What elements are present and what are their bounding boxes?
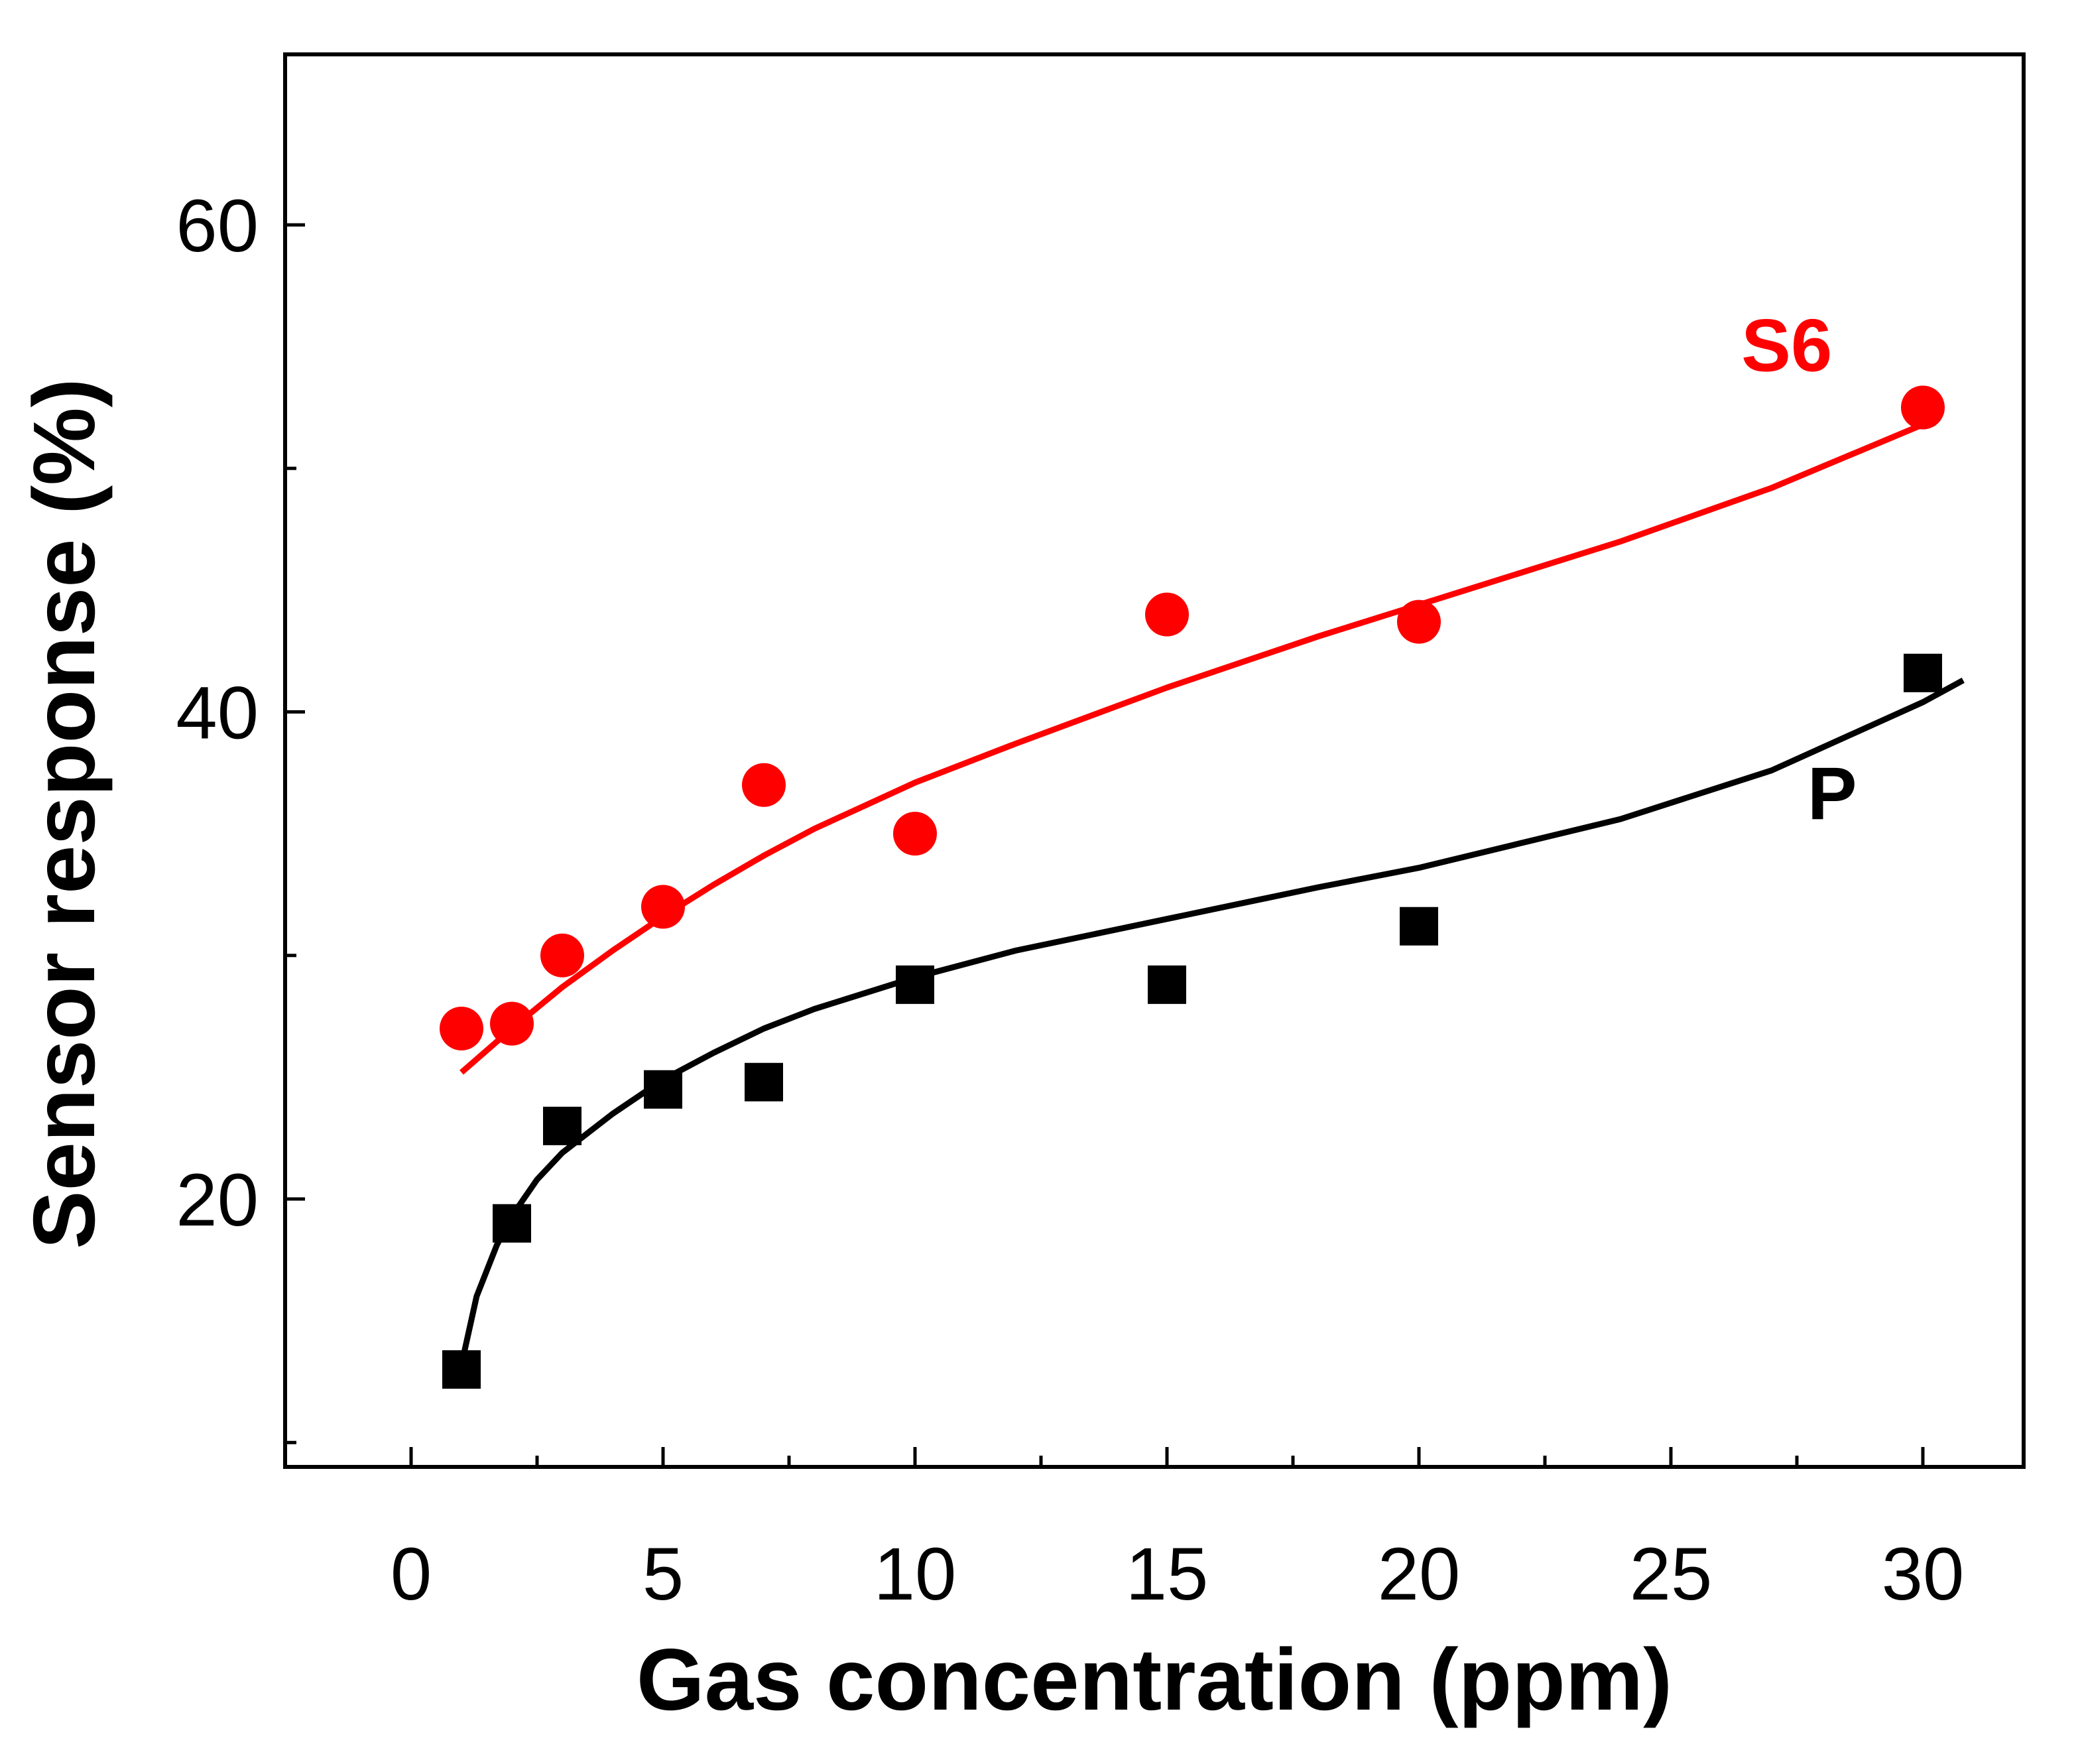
point-p xyxy=(896,965,934,1004)
series-label-p: P xyxy=(1807,752,1857,835)
point-p xyxy=(1148,965,1186,1004)
data-points xyxy=(440,385,1945,1389)
x-tick-label: 30 xyxy=(1882,1533,1965,1615)
y-tick-label: 40 xyxy=(176,672,259,755)
point-s6 xyxy=(440,1006,483,1050)
point-s6 xyxy=(641,885,685,929)
y-axis-title: Sensor response (%) xyxy=(15,378,113,1249)
x-tick-label: 0 xyxy=(391,1533,432,1615)
point-s6 xyxy=(1901,385,1945,430)
point-s6 xyxy=(742,763,786,807)
axis-ticks xyxy=(285,223,1925,1467)
point-p xyxy=(493,1204,531,1243)
point-s6 xyxy=(490,1001,534,1046)
point-p xyxy=(745,1062,783,1102)
tick-labels: 0 5 10 15 20 25 30 20 40 60 xyxy=(176,184,1964,1615)
fit-line-s6 xyxy=(459,422,1924,1075)
point-p xyxy=(1400,907,1438,946)
point-p xyxy=(644,1070,682,1109)
x-tick-label: 10 xyxy=(874,1533,957,1615)
plot-frame xyxy=(283,52,2026,1469)
x-tick-label: 20 xyxy=(1378,1533,1461,1615)
point-s6 xyxy=(893,812,937,856)
point-s6 xyxy=(1145,592,1189,637)
x-tick-label: 15 xyxy=(1126,1533,1209,1615)
point-p xyxy=(543,1106,581,1145)
series-label-s6: S6 xyxy=(1741,304,1832,387)
y-tick-label: 20 xyxy=(176,1159,259,1241)
point-s6 xyxy=(1397,599,1441,644)
point-s6 xyxy=(540,933,584,977)
x-tick-label: 5 xyxy=(642,1533,684,1615)
point-p xyxy=(442,1350,481,1389)
point-p xyxy=(1904,653,1942,692)
x-tick-label: 25 xyxy=(1630,1533,1713,1615)
y-tick-label: 60 xyxy=(176,184,259,267)
x-axis-title: Gas concentration (ppm) xyxy=(637,1631,1672,1728)
